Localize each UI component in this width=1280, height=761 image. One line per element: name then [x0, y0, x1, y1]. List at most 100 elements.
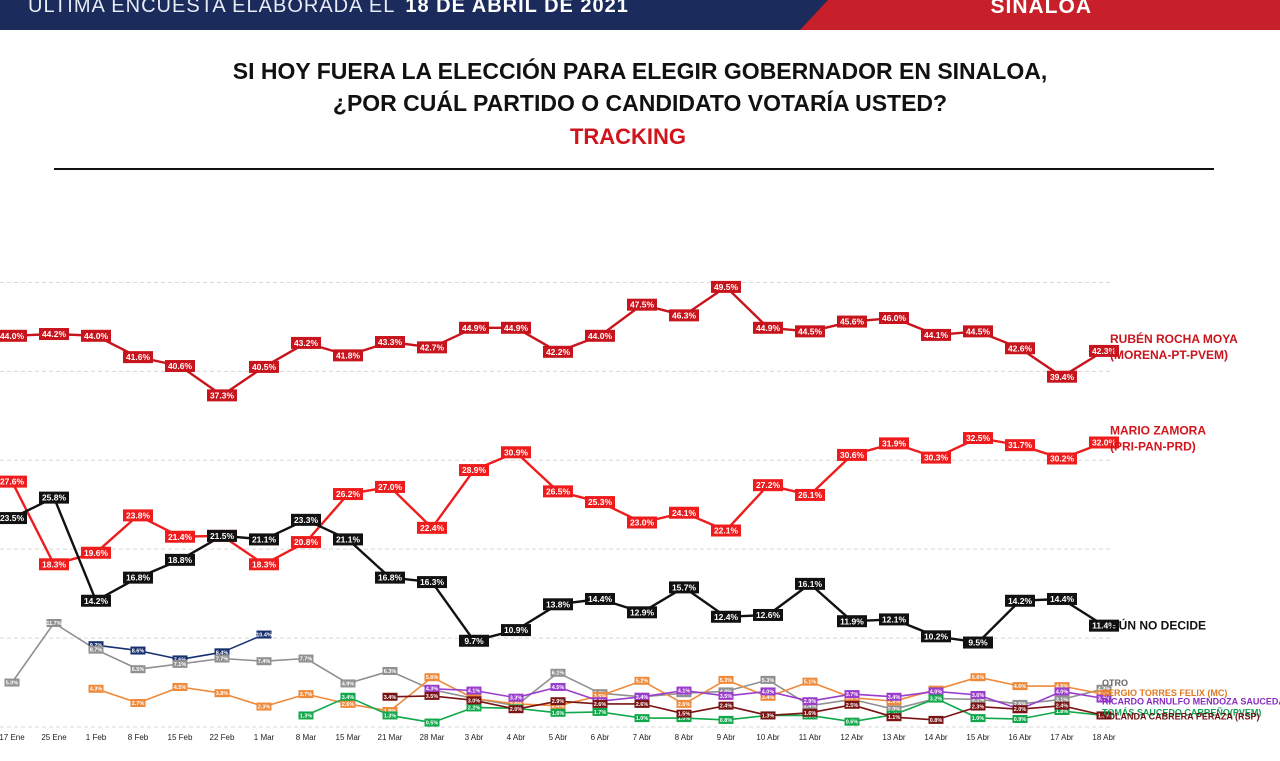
data-label-box — [550, 708, 566, 717]
data-label-text: 12.1% — [882, 614, 907, 624]
data-label: 44.5% — [795, 325, 825, 338]
data-label: 2.2% — [466, 703, 482, 712]
data-label-box — [970, 714, 986, 723]
series-line-0 — [11, 285, 1105, 397]
data-label-text: 30.3% — [924, 453, 949, 463]
data-label-text: 3.1% — [1056, 697, 1069, 703]
data-label: 42.7% — [417, 341, 447, 354]
data-label: 22.1% — [711, 524, 741, 537]
data-label: 12.9% — [627, 606, 657, 619]
data-label-text: 2.4% — [552, 704, 565, 710]
data-label: 13.8% — [543, 598, 573, 611]
data-label: 26.1% — [795, 488, 825, 501]
data-label-text: 4.3% — [1098, 687, 1111, 693]
data-label-text: 8.6% — [132, 649, 145, 655]
data-label: 5.6% — [970, 673, 986, 682]
data-label-box — [382, 692, 398, 701]
data-label-text: 45.6% — [840, 317, 865, 327]
data-label: 3.7% — [844, 690, 860, 699]
data-label: 2.3% — [970, 702, 986, 711]
data-label: 2.6% — [592, 699, 608, 708]
data-label-box — [382, 711, 398, 720]
data-label: 10.2% — [921, 630, 951, 643]
data-label-box — [39, 558, 69, 571]
data-label: 2.4% — [1054, 701, 1070, 710]
data-label-box — [1047, 592, 1077, 605]
data-label-box — [424, 718, 440, 727]
data-label-box — [165, 553, 195, 566]
data-label: 1.0% — [676, 714, 692, 723]
data-label-box — [676, 686, 692, 695]
data-label: 12.4% — [711, 610, 741, 623]
data-label: 7.7% — [214, 654, 230, 663]
data-label: 21.1% — [333, 533, 363, 546]
data-label-text: 1.8% — [1056, 709, 1069, 715]
data-label-box — [466, 703, 482, 712]
data-label: 2.0% — [1012, 705, 1028, 714]
data-label: 32.5% — [963, 432, 993, 445]
data-label-text: 3.7% — [846, 692, 859, 698]
data-label-box — [1054, 687, 1070, 696]
data-label: 4.3% — [88, 684, 104, 693]
data-label-text: 1.3% — [1098, 713, 1111, 719]
data-label-box — [382, 666, 398, 675]
data-label: 28.9% — [459, 464, 489, 477]
data-label: 1.5% — [676, 709, 692, 718]
data-label-text: 2.9% — [552, 699, 565, 705]
data-label-box — [256, 630, 272, 639]
data-label-box — [501, 624, 531, 637]
data-label: 4.3% — [1096, 684, 1112, 693]
data-label-box — [81, 594, 111, 607]
data-label-text: 10.2% — [924, 631, 949, 641]
data-label-text: 16.1% — [798, 579, 823, 589]
data-label: 16.8% — [375, 571, 405, 584]
data-label-box — [837, 615, 867, 628]
x-tick-label: 15 Feb — [168, 733, 193, 742]
data-label-box — [424, 691, 440, 700]
data-label-box — [634, 692, 650, 701]
data-label-box — [88, 645, 104, 654]
data-label-text: 3.0% — [468, 698, 481, 704]
data-label: 2.6% — [634, 699, 650, 708]
data-label-text: 7.7% — [216, 657, 229, 663]
x-tick-label: 16 Abr — [1008, 733, 1031, 742]
data-label-box — [165, 360, 195, 373]
data-label-box — [417, 576, 447, 589]
data-label: 4.0% — [760, 687, 776, 696]
data-label-box — [795, 577, 825, 590]
data-label: 27.6% — [0, 475, 27, 488]
data-label: 26.2% — [333, 488, 363, 501]
data-label: 5.1% — [802, 677, 818, 686]
data-label-box — [963, 636, 993, 649]
x-tick-label: 22 Feb — [210, 733, 235, 742]
data-label-text: 30.2% — [1050, 454, 1075, 464]
data-label-box — [214, 689, 230, 698]
data-label-text: 3.7% — [300, 692, 313, 698]
data-label-box — [1047, 452, 1077, 465]
title-divider — [54, 168, 1214, 170]
data-label-box — [879, 437, 909, 450]
data-label-text: 3.4% — [888, 695, 901, 701]
data-label-box — [886, 705, 902, 714]
data-label-box — [291, 336, 321, 349]
data-label-text: 12.4% — [714, 612, 739, 622]
data-label-box — [123, 351, 153, 364]
data-label-text: 42.6% — [1008, 343, 1033, 353]
data-label: 37.3% — [207, 389, 237, 402]
data-label-box — [634, 699, 650, 708]
data-label: 16.1% — [795, 577, 825, 590]
data-label-box — [459, 634, 489, 647]
data-label-box — [508, 693, 524, 702]
data-label: 27.2% — [753, 479, 783, 492]
data-label-box — [39, 491, 69, 504]
data-label: 9.5% — [963, 636, 993, 649]
data-label-text: 0.8% — [720, 718, 733, 724]
data-label-box — [172, 655, 188, 664]
data-label-text: 4.6% — [1056, 684, 1069, 690]
data-label-box — [550, 697, 566, 706]
data-label: 4.0% — [928, 687, 944, 696]
survey-date-note: ÚLTIMA ENCUESTA ELABORADA EL 18 DE ABRIL … — [28, 0, 629, 18]
data-label-text: 10.4% — [256, 633, 272, 639]
data-label-text: 0.9% — [1014, 717, 1027, 723]
data-label: 21.4% — [165, 530, 195, 543]
